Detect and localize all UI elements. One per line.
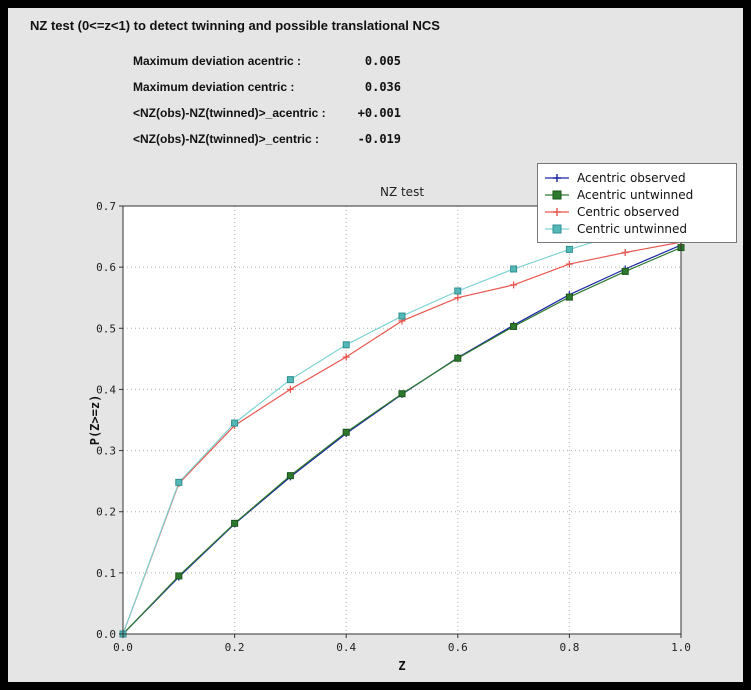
legend-item-acentric-observed: Acentric observed [544, 169, 730, 186]
svg-text:0.3: 0.3 [96, 445, 116, 458]
svg-text:0.5: 0.5 [96, 322, 116, 335]
svg-text:0.2: 0.2 [225, 641, 245, 654]
stat-row-nz-diff-centric: <NZ(obs)-NZ(twinned)>_centric : -0.019 [133, 132, 401, 150]
legend-label: Centric observed [577, 204, 680, 219]
legend-line-sample [545, 207, 569, 216]
legend-label: Centric untwinned [577, 221, 688, 236]
gridlines [123, 206, 681, 634]
plot-area [123, 206, 681, 634]
stat-value: +0.001 [357, 106, 401, 120]
axes-border [122, 205, 682, 635]
axis-ticks: 0.0 0.2 0.4 0.6 0.8 1.0 0.0 0.1 0.2 0.3 0.4 0.5 0.6 0… [96, 200, 691, 654]
stat-label: Maximum deviation centric : [133, 80, 295, 94]
panel-background: NZ test (0<=z<1) to detect twinning and … [8, 8, 743, 682]
legend-item-centric-untwinned: Centric untwinned [544, 220, 730, 237]
chart-legend: Acentric observed Acentric untwinned Centr… [537, 163, 737, 243]
legend-label: Acentric observed [577, 170, 686, 185]
stat-label: <NZ(obs)-NZ(twinned)>_centric : [133, 132, 320, 146]
stat-row-nz-diff-acentric: <NZ(obs)-NZ(twinned)>_acentric : +0.001 [133, 106, 401, 124]
svg-text:0.6: 0.6 [448, 641, 468, 654]
stats-block: Maximum deviation acentric : 0.005 Maxim… [133, 54, 401, 158]
stat-value: -0.019 [357, 132, 401, 146]
svg-text:0.0: 0.0 [113, 641, 133, 654]
legend-line-sample [545, 190, 569, 199]
stat-value: 0.036 [364, 80, 401, 94]
stat-label: Maximum deviation acentric : [133, 54, 302, 68]
nz-test-chart: 0.0 0.2 0.4 0.6 0.8 1.0 0.0 0.1 0.2 0.3 0.4 0.5 0.6 0… [83, 158, 743, 682]
legend-line-sample [545, 173, 569, 182]
legend-line-sample [545, 224, 569, 233]
svg-text:0.8: 0.8 [559, 641, 579, 654]
svg-text:0.0: 0.0 [96, 628, 116, 641]
svg-text:0.1: 0.1 [96, 567, 116, 580]
stat-value: 0.005 [364, 54, 401, 68]
stat-row-max-deviation-centric: Maximum deviation centric : 0.036 [133, 80, 401, 98]
svg-text:0.4: 0.4 [336, 641, 356, 654]
x-axis-label: Z [398, 659, 405, 673]
svg-text:0.4: 0.4 [96, 383, 116, 396]
stat-label: <NZ(obs)-NZ(twinned)>_acentric : [133, 106, 326, 120]
stat-row-max-deviation-acentric: Maximum deviation acentric : 0.005 [133, 54, 401, 72]
svg-text:1.0: 1.0 [671, 641, 691, 654]
chart-title: NZ test [380, 185, 424, 199]
nz-test-plot-canvas: 0.0 0.2 0.4 0.6 0.8 1.0 0.0 0.1 0.2 0.3 0.4 0.5 0.6 0… [88, 185, 691, 673]
svg-text:0.7: 0.7 [96, 200, 116, 213]
legend-item-acentric-untwinned: Acentric untwinned [544, 186, 730, 203]
legend-label: Acentric untwinned [577, 187, 694, 202]
svg-text:0.2: 0.2 [96, 506, 116, 519]
legend-item-centric-observed: Centric observed [544, 203, 730, 220]
page-title: NZ test (0<=z<1) to detect twinning and … [30, 18, 440, 33]
svg-text:0.6: 0.6 [96, 261, 116, 274]
y-axis-label: P(Z>=z) [88, 395, 102, 446]
